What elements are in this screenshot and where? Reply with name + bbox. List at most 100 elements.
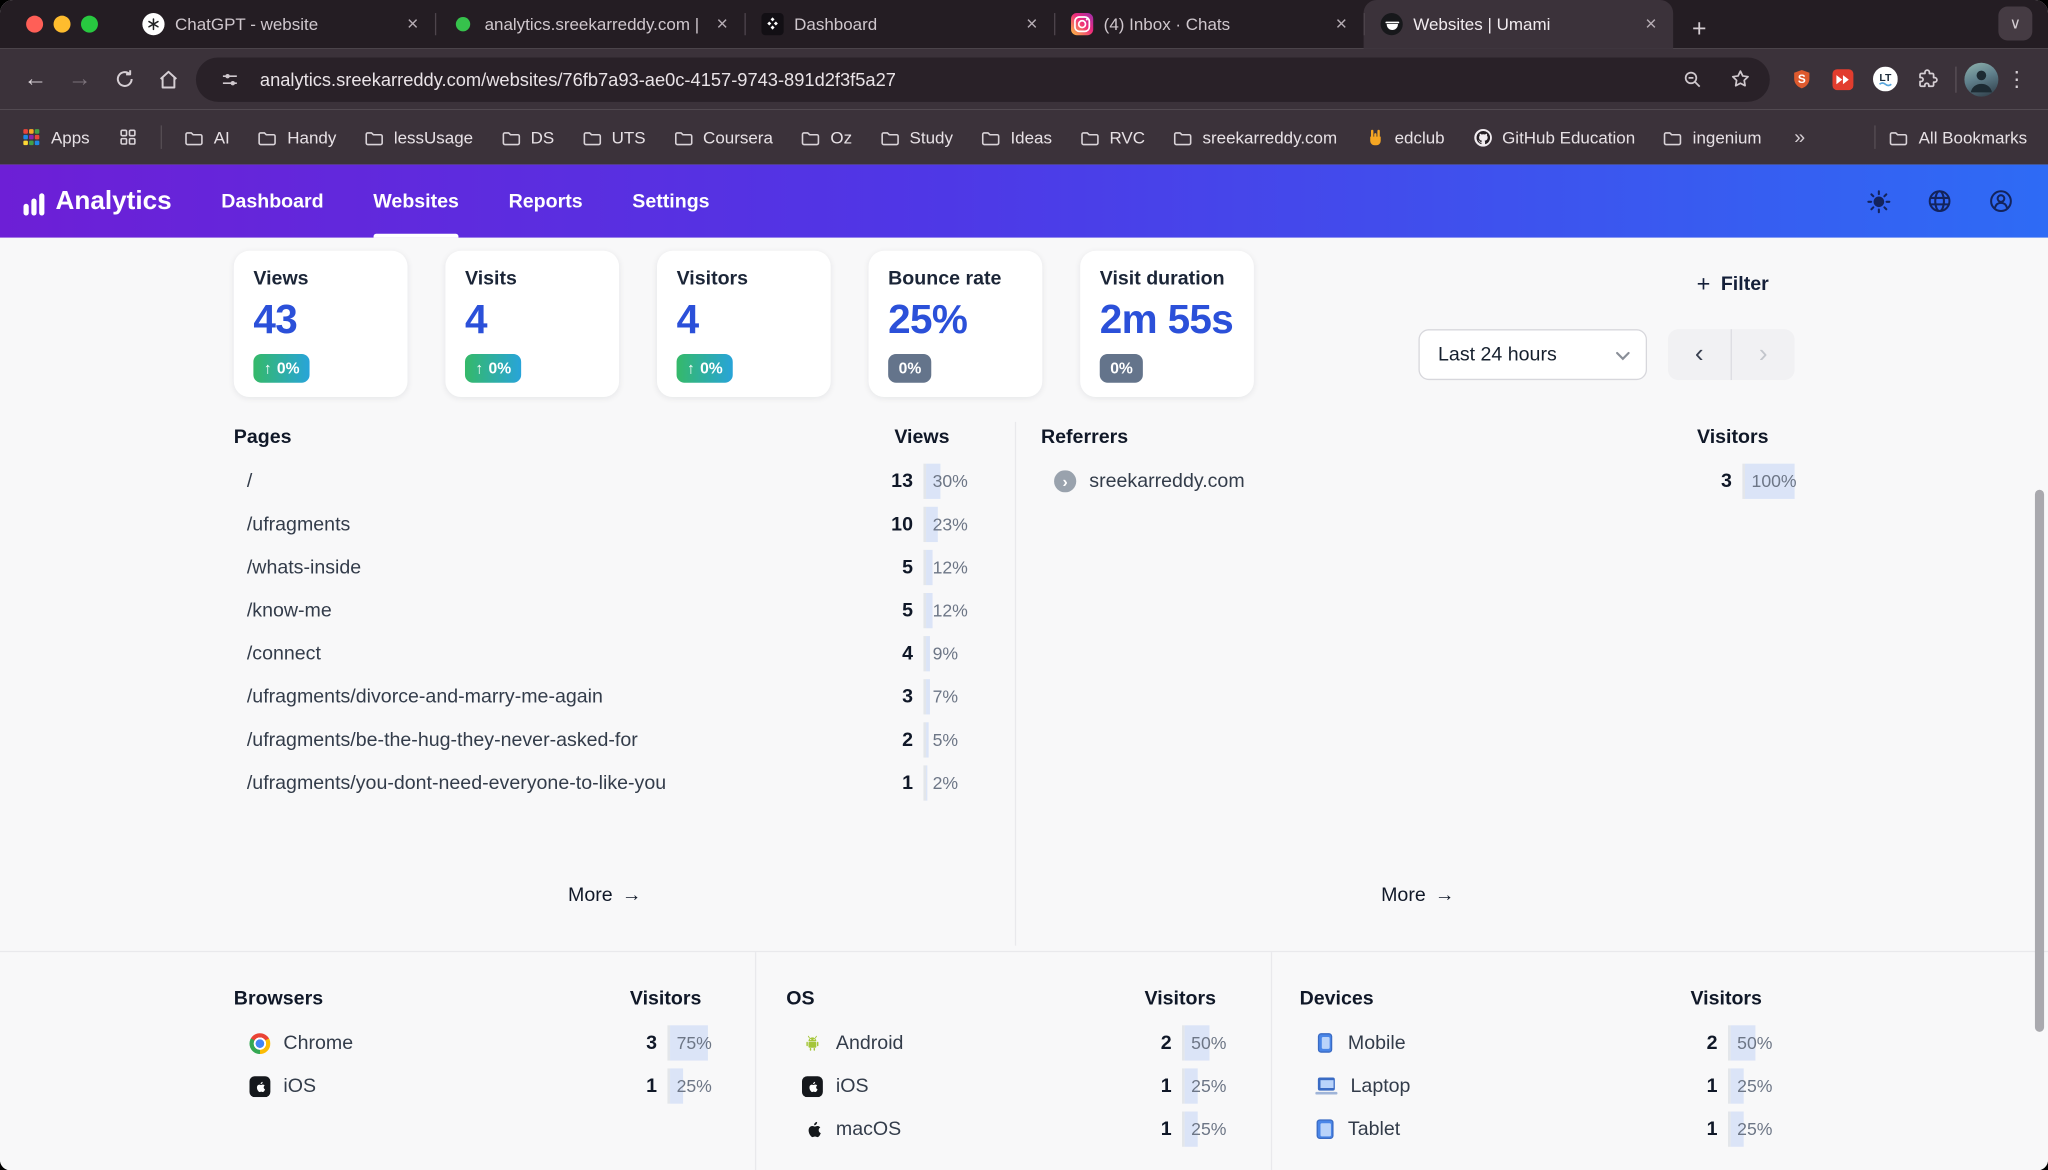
bookmark-ai[interactable]: AI — [184, 127, 230, 148]
devices-row[interactable]: Tablet 1 25% — [1300, 1108, 1781, 1151]
github-icon — [1472, 127, 1493, 148]
pages-row[interactable]: /ufragments/be-the-hug-they-never-asked-… — [234, 718, 976, 761]
bookmark-edclub[interactable]: edclub — [1365, 127, 1445, 148]
close-tab-icon[interactable]: × — [1645, 13, 1657, 36]
app-logo[interactable]: Analytics — [23, 186, 172, 216]
nav-item-settings[interactable]: Settings — [632, 190, 710, 213]
back-button[interactable]: ← — [23, 65, 48, 92]
bookmark-coursera[interactable]: Coursera — [673, 127, 773, 148]
grid-icon — [117, 127, 138, 148]
close-tab-icon[interactable]: × — [407, 13, 419, 36]
devices-row[interactable]: Mobile 2 50% — [1300, 1021, 1781, 1064]
pages-row[interactable]: /connect 4 9% — [234, 632, 976, 675]
row-percent: 2% — [923, 765, 975, 801]
close-tab-icon[interactable]: × — [716, 13, 728, 36]
extension-languagetool-icon[interactable]: LT — [1864, 58, 1906, 100]
zoom-page-icon[interactable] — [1676, 62, 1710, 96]
pages-row[interactable]: /know-me 5 12% — [234, 589, 976, 632]
nav-item-websites[interactable]: Websites — [373, 165, 459, 238]
green-dot-favicon — [452, 13, 474, 35]
stat-label: Bounce rate — [888, 267, 1002, 290]
os-row[interactable]: Android 2 50% — [786, 1021, 1234, 1064]
pages-row[interactable]: / 13 30% — [234, 460, 976, 503]
tab-websites-umami[interactable]: Websites | Umami × — [1363, 0, 1674, 49]
next-period-button[interactable]: › — [1758, 339, 1768, 369]
stat-value: 4 — [676, 296, 700, 343]
referrers-row[interactable]: › sreekarreddy.com 3 100% — [1041, 460, 1797, 503]
extension-shield-icon[interactable]: S — [1780, 58, 1822, 100]
row-percent: 9% — [923, 636, 975, 672]
bookmark-study[interactable]: Study — [880, 127, 953, 148]
reload-button[interactable] — [102, 57, 146, 101]
os-row[interactable]: macOS 1 25% — [786, 1108, 1234, 1151]
new-tab-button[interactable]: + — [1692, 15, 1707, 44]
all-bookmarks-button[interactable]: All Bookmarks — [1889, 127, 2027, 148]
pages-row[interactable]: /whats-inside 5 12% — [234, 546, 976, 589]
bookmark-ingenium[interactable]: ingenium — [1663, 127, 1762, 148]
minimize-window-button[interactable] — [53, 15, 71, 33]
tab-inbox[interactable]: (4) Inbox · Chats × — [1054, 0, 1364, 48]
address-bar[interactable]: analytics.sreekarreddy.com/websites/76fb… — [195, 56, 1770, 102]
filter-button[interactable]: + Filter — [1697, 272, 1769, 296]
tab-search-button[interactable]: ∨ — [1998, 6, 2033, 41]
bookmark-handy[interactable]: Handy — [257, 127, 336, 148]
bookmark-rvc[interactable]: RVC — [1079, 127, 1145, 148]
close-tab-icon[interactable]: × — [1335, 13, 1348, 36]
profile-avatar[interactable] — [1964, 62, 1999, 96]
bookmark-ds[interactable]: DS — [501, 127, 554, 148]
bookmark-star-icon[interactable] — [1723, 62, 1757, 96]
scrollbar-thumb[interactable] — [2034, 489, 2045, 1032]
theme-toggle-icon[interactable] — [1865, 188, 1891, 214]
tab-dashboard[interactable]: Dashboard × — [744, 0, 1054, 48]
bookmark-apps[interactable]: Apps — [21, 127, 90, 148]
home-button[interactable] — [146, 57, 190, 101]
pages-row[interactable]: /ufragments/divorce-and-marry-me-again 3 7… — [234, 675, 976, 718]
extension-fastforward-icon[interactable] — [1822, 58, 1864, 100]
close-tab-icon[interactable]: × — [1026, 13, 1038, 36]
pages-more-link[interactable]: More → — [568, 884, 642, 907]
row-label: Mobile — [1347, 1031, 1406, 1055]
devices-row[interactable]: Laptop 1 25% — [1300, 1064, 1781, 1107]
bookmark-grid[interactable] — [117, 127, 138, 148]
tab-chatgpt[interactable]: ChatGPT - website × — [125, 0, 435, 48]
bookmark-ideas[interactable]: Ideas — [980, 127, 1052, 148]
fullscreen-window-button[interactable] — [80, 15, 98, 33]
profile-menu-icon[interactable] — [1988, 188, 2014, 214]
row-percent: 5% — [923, 722, 975, 758]
extensions-puzzle-icon[interactable] — [1906, 58, 1948, 100]
language-globe-icon[interactable] — [1927, 188, 1953, 214]
date-range-select[interactable]: Last 24 hours — [1418, 329, 1648, 381]
apps-grid-icon — [21, 127, 42, 148]
referrers-more-link[interactable]: More → — [1381, 884, 1455, 907]
browsers-row[interactable]: iOS 1 25% — [234, 1064, 720, 1107]
browsers-panel: Browsers Visitors Chrome 3 75% iOS 1 25% — [234, 952, 720, 1107]
browser-menu-icon[interactable]: ⋮ — [2006, 68, 2028, 91]
bookmark-uts[interactable]: UTS — [582, 127, 646, 148]
browsers-row[interactable]: Chrome 3 75% — [234, 1021, 720, 1064]
svg-text:S: S — [1797, 73, 1805, 86]
bookmarks-overflow-icon[interactable]: » — [1794, 126, 1806, 149]
bookmark-sreekarreddy.com[interactable]: sreekarreddy.com — [1172, 127, 1337, 148]
row-percent: 12% — [923, 592, 975, 629]
site-settings-icon[interactable] — [213, 62, 247, 96]
stat-change: 0% — [276, 359, 300, 378]
forward-button[interactable]: → — [67, 65, 92, 92]
nav-item-reports[interactable]: Reports — [508, 190, 583, 213]
bookmark-oz[interactable]: Oz — [800, 127, 852, 148]
bookmark-github-education[interactable]: GitHub Education — [1472, 127, 1635, 148]
tab-strip: ChatGPT - website × analytics.sreekarred… — [0, 0, 2048, 49]
url-text[interactable]: analytics.sreekarreddy.com/websites/76fb… — [259, 68, 896, 90]
browser-toolbar: ← → analytics.sreekarreddy.com/websites/… — [0, 48, 2048, 110]
nav-item-dashboard[interactable]: Dashboard — [221, 190, 324, 213]
pages-row[interactable]: /ufragments 10 23% — [234, 503, 976, 546]
pages-row[interactable]: /ufragments/you-dont-need-everyone-to-li… — [234, 761, 976, 804]
stat-change-badge: 0% — [888, 353, 932, 383]
close-window-button[interactable] — [26, 15, 44, 33]
tab-analytics[interactable]: analytics.sreekarreddy.com | × — [434, 0, 745, 48]
stat-change: 0% — [488, 359, 512, 378]
bookmark-lessusage[interactable]: lessUsage — [364, 127, 473, 148]
stat-value: 2m 55s — [1099, 296, 1234, 343]
previous-period-button[interactable]: ‹ — [1694, 339, 1704, 369]
os-row[interactable]: iOS 1 25% — [786, 1064, 1234, 1107]
